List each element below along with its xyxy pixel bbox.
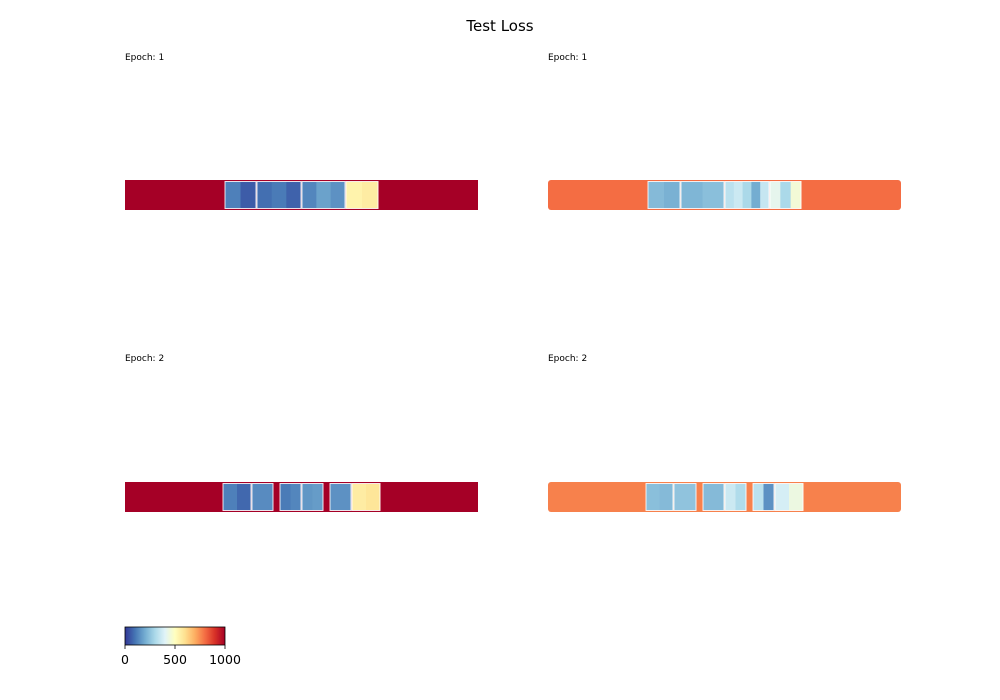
panel-2-block-3-cell-2: [733, 181, 743, 209]
panel-1-block-2-cell-2: [271, 181, 287, 209]
panel-2-block-4-outline: [769, 181, 802, 209]
panel-4-block-5-cell-1: [753, 483, 764, 511]
panel-2-block-2-cell-1: [681, 181, 703, 209]
panel-4-block-5-outline: [752, 483, 775, 511]
panel-4-block-2-outline: [673, 483, 697, 511]
panel-1-block-4-cell-2: [362, 181, 379, 209]
panel-3-block-6-cell-2: [366, 483, 381, 511]
panel-1-block-2-cell-1: [257, 181, 273, 209]
panel-2-block-3-cell-1: [725, 181, 735, 209]
panel-2-block-4-cell-1: [770, 181, 781, 209]
colorbar-tick-label-1000: 1000: [209, 652, 241, 667]
panel-4-block-4-cell-2: [735, 483, 747, 511]
panel-1-label: Epoch: 1: [125, 53, 165, 63]
panel-1-block-2-cell-3: [286, 181, 302, 209]
panel-2-block-1-outline: [647, 181, 681, 209]
colorbar-tick-label-500: 500: [163, 652, 187, 667]
panel-1-block-3-cell-3: [330, 181, 346, 209]
panel-2-block-2-outline: [680, 181, 725, 209]
panel-3-block-4-cell-1: [302, 483, 313, 511]
panel-4-block-6-cell-1: [775, 483, 790, 511]
panel-3-block-4-outline: [301, 483, 324, 511]
panel-3-block-2-cell-1: [252, 483, 274, 511]
panel-4-block-6-outline: [774, 483, 804, 511]
panel-2-block-1-cell-1: [648, 181, 665, 209]
panel-2-block-1-cell-2: [664, 181, 681, 209]
colorbar-tick-label-0: 0: [121, 652, 129, 667]
panel-1-block-1-cell-2: [240, 181, 257, 209]
panel-4-block-3-cell-1: [703, 483, 725, 511]
panel-3-block-1-outline: [222, 483, 252, 511]
panel-2-block-3-outline: [724, 181, 770, 209]
panel-4-block-5-cell-2: [763, 483, 775, 511]
panel-4-label: Epoch: 2: [548, 354, 588, 364]
panel-3-block-3-cell-2: [290, 483, 302, 511]
panel-3-block-1-cell-1: [223, 483, 238, 511]
panel-2-block-3-cell-4: [751, 181, 761, 209]
panel-1-block-3-cell-2: [316, 181, 332, 209]
panel-2-block-3-cell-3: [742, 181, 752, 209]
panel-4-block-3-outline: [702, 483, 725, 511]
panel-4-block-4-cell-1: [725, 483, 736, 511]
panel-1-block-4-cell-1: [346, 181, 363, 209]
panel-3-block-4-cell-2: [312, 483, 324, 511]
colorbar: [124, 626, 226, 646]
panel-3-block-3-cell-1: [280, 483, 291, 511]
panel-3-block-5-cell-1: [330, 483, 352, 511]
panel-4-block-4-outline: [724, 483, 747, 511]
panel-4-block-1-outline: [645, 483, 674, 511]
panel-1-block-1-cell-1: [225, 181, 241, 209]
panel-4-block-1-cell-2: [659, 483, 674, 511]
panel-1-block-2-outline: [256, 181, 302, 209]
panel-4-block-6-cell-2: [789, 483, 804, 511]
panel-1-block-1-outline: [224, 181, 257, 209]
panel-1-block-4-outline: [345, 181, 379, 209]
panel-2-block-4-cell-3: [790, 181, 802, 209]
panel-3-block-6-outline: [351, 483, 381, 511]
panel-3-block-1-cell-2: [237, 483, 252, 511]
panel-4-block-1-cell-1: [646, 483, 660, 511]
panel-2-label: Epoch: 1: [548, 53, 588, 63]
panel-3-block-2-outline: [251, 483, 274, 511]
figure-title: Test Loss: [466, 17, 534, 35]
panel-3-label: Epoch: 2: [125, 354, 165, 364]
panel-3-block-6-cell-1: [352, 483, 367, 511]
panel-2-block-3-cell-5: [760, 181, 770, 209]
panel-2-block-4-cell-2: [780, 181, 792, 209]
panel-4-block-2-cell-1: [674, 483, 697, 511]
panel-1-block-3-outline: [301, 181, 346, 209]
panel-3-block-3-outline: [279, 483, 302, 511]
panel-1-block-3-cell-1: [302, 181, 317, 209]
panel-2-block-2-cell-2: [702, 181, 725, 209]
panel-3-block-5-outline: [329, 483, 352, 511]
